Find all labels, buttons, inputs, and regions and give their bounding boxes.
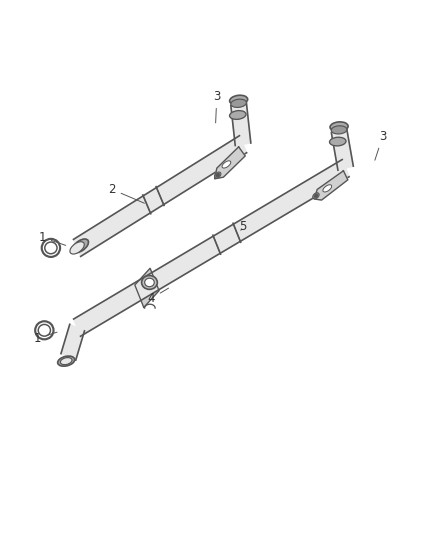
Ellipse shape	[313, 193, 319, 199]
Polygon shape	[61, 325, 85, 360]
Ellipse shape	[230, 95, 247, 105]
Text: 1: 1	[34, 332, 57, 345]
Ellipse shape	[216, 173, 219, 177]
Ellipse shape	[70, 242, 84, 254]
Ellipse shape	[329, 137, 346, 146]
Polygon shape	[74, 159, 349, 336]
Polygon shape	[332, 129, 353, 170]
Ellipse shape	[230, 111, 246, 119]
Ellipse shape	[231, 99, 247, 108]
Text: 1: 1	[39, 231, 66, 245]
Ellipse shape	[141, 276, 157, 289]
Text: 3: 3	[375, 130, 386, 160]
Ellipse shape	[222, 161, 231, 168]
Polygon shape	[135, 268, 159, 308]
Ellipse shape	[323, 185, 332, 192]
Polygon shape	[231, 103, 251, 146]
Text: 2: 2	[108, 183, 145, 203]
Text: 4: 4	[148, 288, 169, 305]
Ellipse shape	[58, 356, 75, 366]
Ellipse shape	[73, 239, 88, 253]
Ellipse shape	[331, 126, 347, 134]
Ellipse shape	[330, 122, 348, 132]
Text: 5: 5	[239, 220, 247, 233]
Ellipse shape	[145, 278, 154, 287]
Text: 3: 3	[213, 90, 220, 123]
Polygon shape	[314, 171, 348, 200]
Polygon shape	[215, 147, 245, 179]
Ellipse shape	[215, 172, 221, 178]
Polygon shape	[74, 136, 247, 256]
Ellipse shape	[60, 358, 72, 365]
Ellipse shape	[314, 194, 318, 198]
